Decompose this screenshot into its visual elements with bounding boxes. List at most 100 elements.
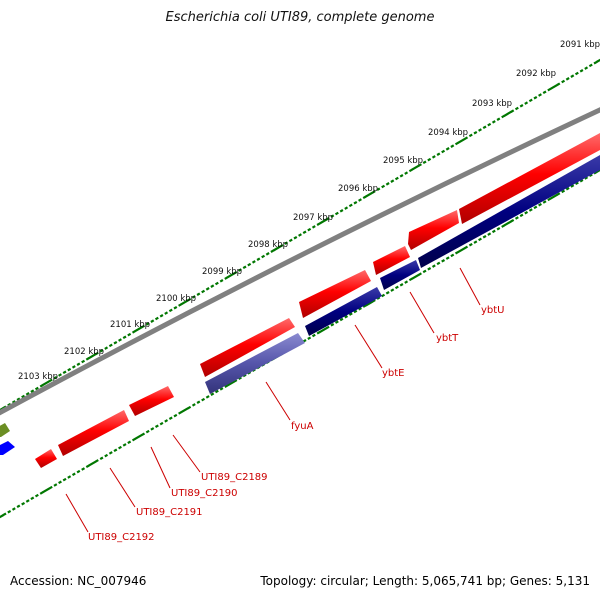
gene-arrow-ybtU[interactable] <box>418 155 600 268</box>
scale-tick <box>348 312 353 316</box>
gene-arrow-UTI89_C2190[interactable] <box>58 410 129 456</box>
scale-tick <box>85 464 90 469</box>
scale-tick <box>464 136 469 140</box>
gene-arrow-ybtE[interactable] <box>305 287 382 336</box>
gene-arrow-UTI89_C2189[interactable] <box>129 386 174 416</box>
gene-label-UTI89_C2189[interactable]: UTI89_C2189 <box>201 472 268 483</box>
scale-tick <box>404 171 409 175</box>
gene-arrow-UTI89_C2192[interactable] <box>35 449 57 468</box>
scale-label-2102: 2102 kbp <box>64 347 104 357</box>
gene-arrow[interactable] <box>299 270 371 318</box>
scale-tick <box>205 287 210 291</box>
gene-arrow[interactable] <box>373 246 410 275</box>
scale-tick <box>385 291 390 295</box>
scale-tick <box>556 192 561 196</box>
scale-tick <box>441 149 446 154</box>
scale-tick <box>528 208 533 212</box>
scale-label-2098: 2098 kbp <box>248 240 288 250</box>
scale-tick <box>21 501 26 506</box>
scale-tick <box>542 90 547 95</box>
scale-tick <box>39 491 44 495</box>
gene-arrow[interactable] <box>408 210 459 250</box>
scale-tick <box>118 445 122 450</box>
scale-tick <box>2 512 7 517</box>
scale-tick <box>48 485 53 490</box>
scale-tick <box>311 225 316 229</box>
scale-tick <box>48 378 53 383</box>
scale-tick <box>191 403 196 407</box>
scale-tick <box>371 299 376 303</box>
scale-tick <box>339 317 344 322</box>
scale-tick <box>514 216 519 220</box>
scale-tick <box>25 392 30 396</box>
scale-tick <box>261 254 266 259</box>
scale-tick <box>457 247 466 254</box>
gene-label-fyuA[interactable]: fyuA <box>291 421 314 432</box>
scale-tick <box>358 307 362 311</box>
scale-tick <box>574 181 579 186</box>
scale-tick <box>595 58 600 63</box>
offscreen-feature-green <box>0 423 10 437</box>
scale-tick <box>524 101 529 105</box>
scale-tick <box>242 265 247 270</box>
scale-tick <box>233 270 238 275</box>
scale-tick <box>88 353 97 360</box>
gene-label-ybtT[interactable]: ybtT <box>436 333 459 344</box>
scale-tick <box>214 281 219 286</box>
scale-tick <box>53 483 58 487</box>
scale-tick <box>528 98 533 103</box>
scale-label-2091: 2091 kbp <box>560 40 600 50</box>
gene-label-UTI89_C2190[interactable]: UTI89_C2190 <box>171 488 238 499</box>
gene-label-ybtE[interactable]: ybtE <box>382 368 405 379</box>
scale-tick <box>145 429 150 434</box>
scale-tick <box>205 395 210 399</box>
scale-tick <box>81 467 86 471</box>
scale-tick <box>408 168 413 173</box>
scale-tick <box>302 230 307 235</box>
scale-tick <box>7 402 12 407</box>
gene-arrow-ybtT[interactable] <box>380 260 420 290</box>
inner-scale-ticks <box>0 168 600 519</box>
scale-tick <box>284 241 289 245</box>
scale-tick <box>53 375 58 380</box>
scale-tick <box>381 293 386 298</box>
scale-tick <box>533 95 538 100</box>
gene-arrow[interactable] <box>200 318 295 377</box>
scale-tick <box>418 163 422 167</box>
scale-tick <box>196 400 201 404</box>
scale-tick <box>316 331 321 335</box>
scale-tick <box>81 359 86 364</box>
scale-tick <box>330 214 335 218</box>
scale-tick <box>399 283 404 287</box>
scale-tick <box>411 164 420 171</box>
scale-tick <box>94 351 99 356</box>
scale-tick <box>524 210 529 215</box>
scale-tick <box>141 432 146 437</box>
gene-label-UTI89_C2192[interactable]: UTI89_C2192 <box>88 532 155 543</box>
gene-arrow-ybtU-neighbor[interactable] <box>459 133 600 224</box>
gene-label-ybtU[interactable]: ybtU <box>481 305 505 316</box>
scale-tick <box>514 106 519 111</box>
scale-tick <box>464 245 469 250</box>
gene-label-UTI89_C2191[interactable]: UTI89_C2191 <box>136 507 203 518</box>
scale-tick <box>394 285 399 290</box>
scale-tick <box>108 343 113 348</box>
scale-tick <box>16 504 21 509</box>
scale-tick <box>150 427 155 431</box>
scale-tick <box>113 340 118 345</box>
scale-tick <box>159 314 164 318</box>
scale-tick <box>362 195 367 200</box>
scale-tick <box>94 459 99 463</box>
scale-tick <box>445 147 450 151</box>
scale-tick <box>344 206 349 210</box>
gene-arrow-fyuA[interactable] <box>205 333 305 394</box>
gene-labels: ybtU ybtT ybtE fyuA UTI89_C2189 UTI89_C2… <box>88 305 505 543</box>
scale-tick <box>478 128 482 132</box>
scale-tick <box>431 155 436 159</box>
scale-tick <box>565 186 570 191</box>
scale-tick <box>265 252 270 256</box>
scale-tick <box>450 144 455 148</box>
scale-tick <box>394 176 399 181</box>
scale-tick <box>482 125 487 130</box>
scale-tick <box>150 319 155 323</box>
